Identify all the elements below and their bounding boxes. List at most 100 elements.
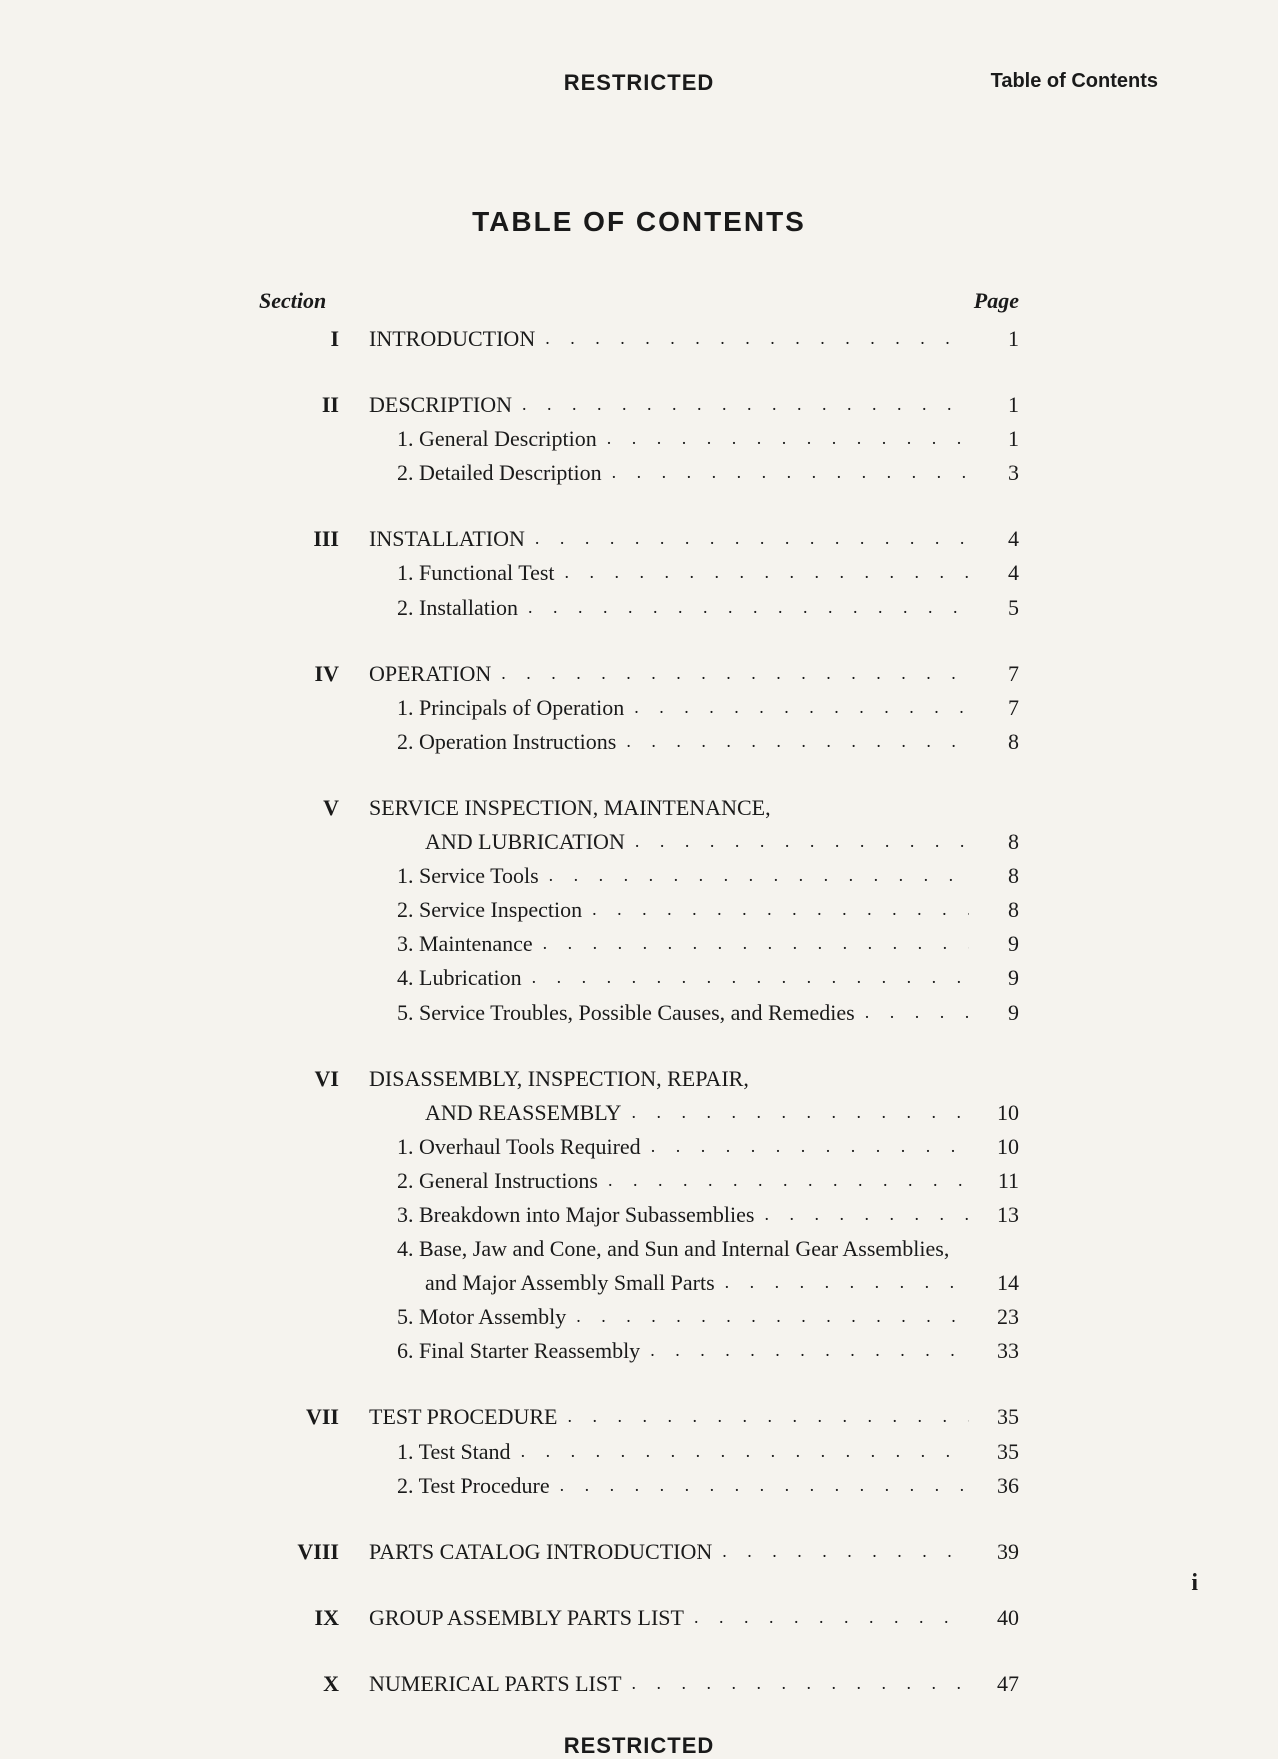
section-page: 10 — [969, 1096, 1019, 1130]
sub-page: 8 — [969, 859, 1019, 893]
section-row: IIIINSTALLATION4 — [259, 522, 1019, 556]
leaders — [563, 1403, 969, 1431]
sub-row: 5. Motor Assembly23 — [259, 1300, 1019, 1334]
sub-row: 1. Functional Test 4 — [259, 556, 1019, 590]
section-title: TEST PROCEDURE — [369, 1400, 563, 1434]
section-block: IIDESCRIPTION11. General Description12. … — [259, 388, 1019, 490]
sub-row: 1. Service Tools 8 — [259, 859, 1019, 893]
section-row-cont: AND LUBRICATION8 — [259, 825, 1019, 859]
section-roman: III — [259, 522, 369, 556]
section-title: PARTS CATALOG INTRODUCTION — [369, 1535, 718, 1569]
sub-title: 2. Service Inspection — [369, 893, 588, 927]
section-block: IIIINSTALLATION41. Functional Test 4 2. In… — [259, 522, 1019, 624]
restricted-header: RESTRICTED — [564, 70, 715, 96]
leaders — [622, 728, 969, 756]
section-page: 1 — [969, 322, 1019, 356]
sub-title-wrap: and Major Assembly Small Parts — [369, 1266, 721, 1300]
sub-row: 2. Operation Instructions8 — [259, 725, 1019, 759]
sub-title: 1. Functional Test — [369, 556, 561, 590]
sub-title: 2. Installation — [369, 591, 524, 625]
leaders — [545, 862, 969, 890]
sub-page: 10 — [969, 1130, 1019, 1164]
section-page: 8 — [969, 825, 1019, 859]
sub-title: 1. Principals of Operation — [369, 691, 630, 725]
sub-row: 2. General Instructions 11 — [259, 1164, 1019, 1198]
sub-title: 5. Service Troubles, Possible Causes, an… — [369, 996, 861, 1030]
sub-title: 2. General Instructions — [369, 1164, 604, 1198]
leaders — [531, 525, 969, 553]
section-page: 35 — [969, 1400, 1019, 1434]
sub-row: 2. Test Procedure36 — [259, 1469, 1019, 1503]
sub-page: 8 — [969, 725, 1019, 759]
leaders — [517, 1438, 969, 1466]
section-page: 4 — [969, 522, 1019, 556]
section-roman: VIII — [259, 1535, 369, 1569]
sub-row: 1. Overhaul Tools Required10 — [259, 1130, 1019, 1164]
sub-row: 3. Breakdown into Major Subassemblies 13 — [259, 1198, 1019, 1232]
leaders — [690, 1604, 969, 1632]
leaders — [861, 999, 969, 1027]
leaders — [760, 1201, 969, 1229]
leaders — [646, 1337, 969, 1365]
sub-title: 3. Maintenance — [369, 927, 539, 961]
section-row: IIDESCRIPTION1 — [259, 388, 1019, 422]
col-header-section: Section — [259, 288, 369, 314]
sub-title: 1. Service Tools — [369, 859, 545, 893]
leaders — [497, 660, 969, 688]
section-page: 47 — [969, 1667, 1019, 1701]
leaders — [721, 1269, 969, 1297]
toc-header-label: Table of Contents — [991, 70, 1158, 93]
section-row: XNUMERICAL PARTS LIST 47 — [259, 1667, 1019, 1701]
sub-row: 1. Test Stand35 — [259, 1435, 1019, 1469]
section-title: NUMERICAL PARTS LIST — [369, 1667, 628, 1701]
sub-title: 6. Final Starter Reassembly — [369, 1334, 646, 1368]
section-title: GROUP ASSEMBLY PARTS LIST — [369, 1601, 690, 1635]
sub-page: 35 — [969, 1435, 1019, 1469]
section-title: SERVICE INSPECTION, MAINTENANCE, — [369, 791, 777, 825]
leaders — [556, 1472, 969, 1500]
section-block: VIITEST PROCEDURE351. Test Stand352. Tes… — [259, 1400, 1019, 1502]
sub-row: 3. Maintenance9 — [259, 927, 1019, 961]
section-roman: II — [259, 388, 369, 422]
sub-page: 13 — [969, 1198, 1019, 1232]
leaders — [561, 559, 969, 587]
sub-row: 2. Detailed Description3 — [259, 456, 1019, 490]
sub-title: 2. Detailed Description — [369, 456, 608, 490]
sub-page: 9 — [969, 961, 1019, 995]
section-roman: IV — [259, 657, 369, 691]
sub-title: 2. Test Procedure — [369, 1469, 556, 1503]
sub-title: 5. Motor Assembly — [369, 1300, 572, 1334]
leaders — [524, 594, 969, 622]
sub-page: 33 — [969, 1334, 1019, 1368]
section-roman: V — [259, 791, 369, 825]
leaders — [628, 1670, 969, 1698]
section-title: DESCRIPTION — [369, 388, 518, 422]
sub-row: 5. Service Troubles, Possible Causes, an… — [259, 996, 1019, 1030]
section-roman: IX — [259, 1601, 369, 1635]
sub-page: 7 — [969, 691, 1019, 725]
sub-page: 11 — [969, 1164, 1019, 1198]
col-header-page: Page — [959, 288, 1019, 314]
section-roman: X — [259, 1667, 369, 1701]
section-block: VSERVICE INSPECTION, MAINTENANCE,AND LUB… — [259, 791, 1019, 1030]
leaders — [588, 896, 969, 924]
leaders — [528, 964, 969, 992]
section-row: VIDISASSEMBLY, INSPECTION, REPAIR, — [259, 1062, 1019, 1096]
section-row: IXGROUP ASSEMBLY PARTS LIST 40 — [259, 1601, 1019, 1635]
page-title: TABLE OF CONTENTS — [80, 206, 1198, 238]
sub-page: 4 — [969, 556, 1019, 590]
leaders — [718, 1538, 969, 1566]
sub-title: 3. Breakdown into Major Subassemblies — [369, 1198, 760, 1232]
section-row: IINTRODUCTION1 — [259, 322, 1019, 356]
sub-title: 4. Lubrication — [369, 961, 528, 995]
leaders — [604, 1167, 969, 1195]
sub-row-wrap: and Major Assembly Small Parts14 — [259, 1266, 1019, 1300]
leaders — [518, 391, 969, 419]
section-page: 7 — [969, 657, 1019, 691]
leaders — [541, 325, 969, 353]
sub-row: 2. Service Inspection8 — [259, 893, 1019, 927]
section-roman: I — [259, 322, 369, 356]
footer-page-number: i — [1191, 1570, 1198, 1597]
section-page: 40 — [969, 1601, 1019, 1635]
section-row: VIIIPARTS CATALOG INTRODUCTION39 — [259, 1535, 1019, 1569]
